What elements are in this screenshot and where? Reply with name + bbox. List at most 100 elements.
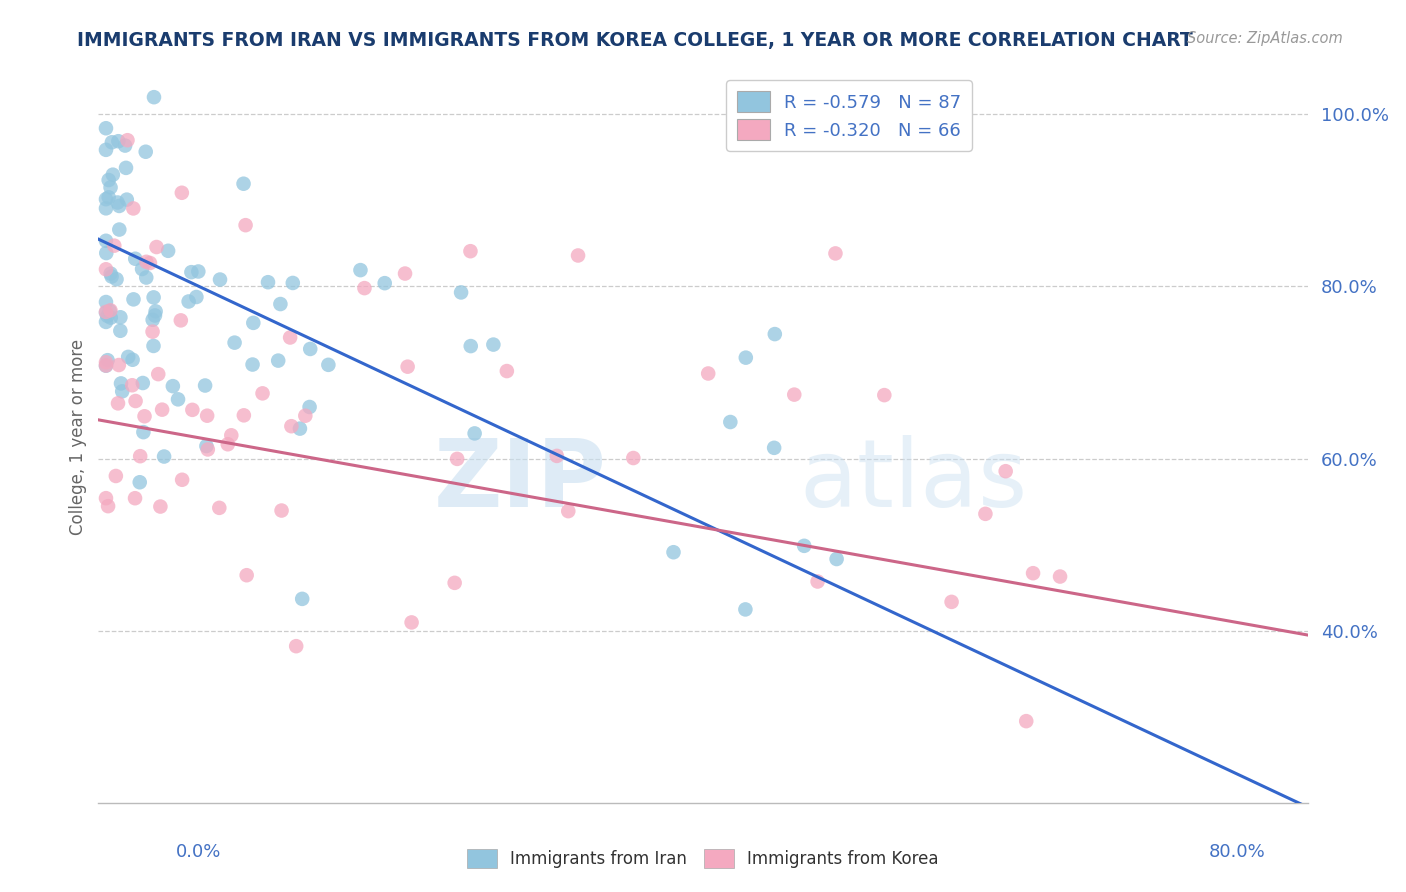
Text: Source: ZipAtlas.com: Source: ZipAtlas.com — [1187, 31, 1343, 46]
Point — [446, 451, 468, 466]
Text: 0.0%: 0.0% — [176, 843, 221, 861]
Point — [124, 252, 146, 266]
Point — [142, 325, 165, 339]
Point — [267, 353, 290, 368]
Text: atlas: atlas — [800, 435, 1028, 527]
Point — [291, 591, 314, 606]
Point — [697, 367, 720, 381]
Point — [170, 186, 193, 200]
Text: ZIP: ZIP — [433, 435, 606, 527]
Point — [122, 293, 145, 307]
Text: IMMIGRANTS FROM IRAN VS IMMIGRANTS FROM KOREA COLLEGE, 1 YEAR OR MORE CORRELATIO: IMMIGRANTS FROM IRAN VS IMMIGRANTS FROM … — [77, 31, 1194, 50]
Point — [285, 639, 308, 653]
Point — [142, 290, 165, 304]
Point — [464, 426, 486, 441]
Point — [105, 272, 128, 286]
Point — [107, 134, 129, 148]
Text: 80.0%: 80.0% — [1209, 843, 1265, 861]
Point — [567, 248, 589, 262]
Point — [162, 379, 184, 393]
Point — [104, 469, 127, 483]
Point — [187, 264, 209, 278]
Point — [197, 442, 219, 457]
Point — [96, 309, 118, 323]
Point — [143, 309, 166, 323]
Point — [108, 358, 131, 372]
Point — [269, 297, 291, 311]
Point — [252, 386, 274, 401]
Point — [100, 180, 122, 194]
Point — [108, 222, 131, 236]
Point — [124, 491, 146, 506]
Point — [143, 90, 166, 104]
Y-axis label: College, 1 year or more: College, 1 year or more — [69, 339, 87, 535]
Point — [349, 263, 371, 277]
Point — [495, 364, 517, 378]
Point — [374, 276, 396, 290]
Point — [132, 376, 155, 390]
Point — [128, 475, 150, 490]
Point — [94, 359, 117, 373]
Point — [546, 449, 568, 463]
Point — [734, 602, 756, 616]
Point — [94, 491, 117, 505]
Point — [793, 539, 815, 553]
Point — [157, 244, 180, 258]
Point — [131, 262, 153, 277]
Point — [153, 450, 176, 464]
Point — [299, 342, 322, 356]
Point — [242, 358, 264, 372]
Point — [298, 400, 321, 414]
Point — [994, 464, 1017, 478]
Point — [94, 355, 117, 369]
Point — [110, 324, 132, 338]
Point — [232, 177, 254, 191]
Point — [824, 246, 846, 260]
Point — [318, 358, 340, 372]
Point — [121, 352, 143, 367]
Point — [94, 305, 117, 319]
Point — [94, 306, 117, 320]
Point — [100, 267, 122, 281]
Point — [181, 402, 204, 417]
Point — [257, 275, 280, 289]
Point — [122, 202, 145, 216]
Point — [97, 499, 120, 513]
Point — [121, 378, 143, 392]
Point — [110, 376, 132, 391]
Point — [135, 145, 157, 159]
Point — [974, 507, 997, 521]
Point — [167, 392, 190, 407]
Point — [150, 402, 173, 417]
Point — [177, 294, 200, 309]
Point — [139, 256, 162, 270]
Point — [221, 428, 243, 442]
Point — [110, 310, 132, 325]
Point — [142, 339, 165, 353]
Point — [217, 437, 239, 451]
Point — [101, 168, 124, 182]
Point — [94, 359, 117, 373]
Point — [97, 190, 120, 204]
Point — [443, 575, 465, 590]
Point — [235, 218, 257, 232]
Point — [825, 552, 848, 566]
Point — [107, 396, 129, 410]
Point — [98, 304, 121, 318]
Point — [97, 173, 120, 187]
Point — [103, 238, 125, 252]
Point — [94, 192, 117, 206]
Point — [763, 441, 786, 455]
Point — [115, 193, 138, 207]
Point — [117, 350, 139, 364]
Point — [394, 267, 416, 281]
Point — [288, 422, 311, 436]
Point — [94, 202, 117, 216]
Point — [145, 304, 167, 318]
Point — [460, 339, 482, 353]
Point — [135, 255, 157, 269]
Point — [450, 285, 472, 300]
Point — [186, 290, 208, 304]
Point — [195, 439, 218, 453]
Point — [142, 313, 165, 327]
